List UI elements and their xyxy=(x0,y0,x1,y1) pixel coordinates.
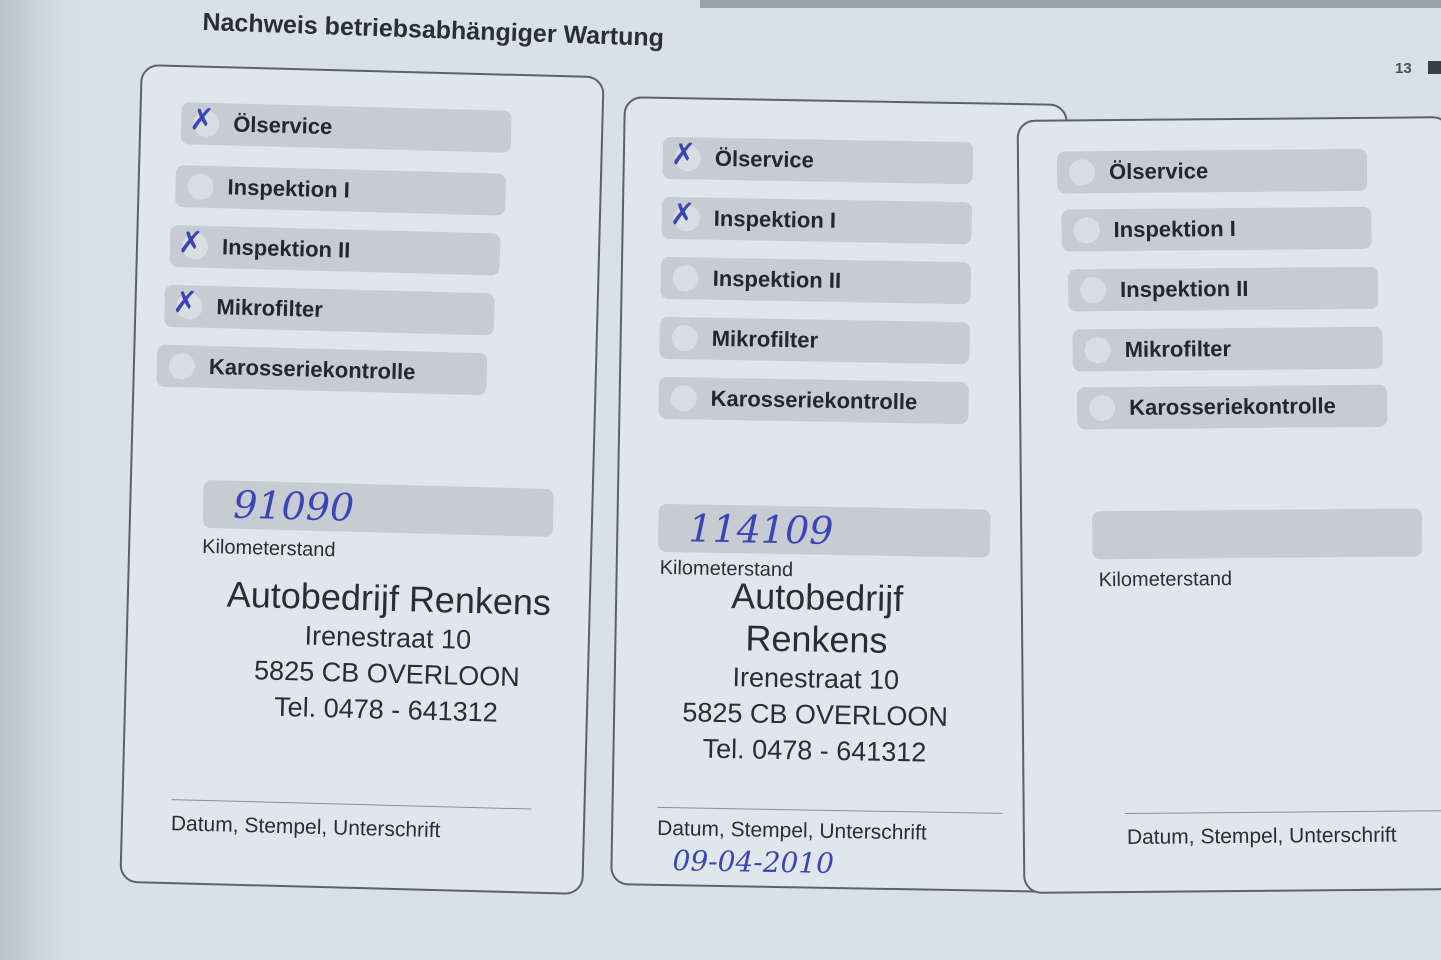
service-date: 09-04-2010 xyxy=(672,844,835,880)
stamp-name: Autobedrijf Renkens xyxy=(226,573,552,623)
dealer-stamp: Autobedrijf Renkens Irenestraat 10 5825 … xyxy=(216,573,560,732)
checklist-label: Karosseriekontrolle xyxy=(1129,393,1336,420)
km-label: Kilometerstand xyxy=(1098,568,1233,592)
checklist-item[interactable]: Inspektion II xyxy=(660,256,972,305)
checklist-item[interactable]: ✗ Mikrofilter xyxy=(163,284,495,336)
page-title: Nachweis betriebsabhängiger Wartung xyxy=(202,8,665,53)
checkbox-circle[interactable]: ✗ xyxy=(189,102,220,138)
checklist-item[interactable]: ✗ Inspektion I xyxy=(661,196,973,245)
checkbox-circle[interactable]: ✗ xyxy=(178,225,209,261)
checklist-item[interactable]: Inspektion I xyxy=(175,165,507,216)
checklist-label: Ölservice xyxy=(232,111,333,140)
checklist-item[interactable]: Inspektion II xyxy=(1067,266,1379,312)
background-edge xyxy=(700,0,1441,8)
checklist-item[interactable]: ✗ Ölservice xyxy=(180,102,512,153)
checklist-label: Inspektion II xyxy=(712,265,842,294)
km-value: 114109 xyxy=(688,506,834,553)
checkbox-circle[interactable] xyxy=(1068,159,1096,186)
checkbox-circle[interactable] xyxy=(1084,337,1111,364)
checklist-item[interactable]: Karosseriekontrolle xyxy=(1076,384,1388,430)
signature-label: Datum, Stempel, Unterschrift xyxy=(656,816,927,845)
service-card-1: ✗ Ölservice Inspektion I ✗ Inspektion II ✗ Mik… xyxy=(119,64,605,895)
page-marker xyxy=(1428,61,1441,74)
checkbox-circle[interactable]: ✗ xyxy=(670,197,701,232)
checklist-item[interactable]: Karosseriekontrolle xyxy=(156,344,488,396)
checkbox-circle[interactable] xyxy=(670,385,697,412)
checklist-label: Mikrofilter xyxy=(1124,336,1232,362)
km-value: 91090 xyxy=(232,482,355,530)
checkbox-circle[interactable] xyxy=(187,173,214,201)
service-card-3: Ölservice Inspektion I Inspektion II Mikrof… xyxy=(1016,116,1441,894)
page-number: 13 xyxy=(1395,60,1412,77)
checklist-item[interactable]: Karosseriekontrolle xyxy=(658,376,969,425)
service-card-2: ✗ Ölservice ✗ Inspektion I Inspektion II Mikr… xyxy=(610,96,1068,893)
checkbox-circle[interactable] xyxy=(1073,217,1100,244)
checklist-label: Inspektion I xyxy=(227,174,351,203)
checkbox-circle[interactable] xyxy=(672,265,699,292)
signature-line xyxy=(657,806,1003,814)
checklist-item[interactable]: Ölservice xyxy=(1056,148,1368,194)
checklist-label: Ölservice xyxy=(714,145,815,173)
checklist-label: Ölservice xyxy=(1108,158,1209,185)
checklist-item[interactable]: Mikrofilter xyxy=(1072,326,1383,372)
signature-line xyxy=(171,799,532,810)
handwritten-check-icon: ✗ xyxy=(188,102,215,139)
checkbox-circle[interactable]: ✗ xyxy=(671,137,702,172)
checklist-label: Mikrofilter xyxy=(711,325,819,353)
handwritten-check-icon: ✗ xyxy=(670,137,697,173)
checkbox-circle[interactable] xyxy=(168,352,196,380)
handwritten-check-icon: ✗ xyxy=(177,225,204,261)
signature-label: Datum, Stempel, Unterschrift xyxy=(1126,823,1397,849)
checklist-label: Inspektion I xyxy=(713,205,837,233)
checklist-label: Karosseriekontrolle xyxy=(208,353,416,385)
checklist-item[interactable]: Inspektion I xyxy=(1061,206,1372,252)
checklist-label: Inspektion II xyxy=(1120,275,1249,303)
checklist-item[interactable]: Mikrofilter xyxy=(659,316,971,365)
km-field xyxy=(1092,508,1423,560)
signature-line xyxy=(1124,810,1441,814)
checkbox-circle[interactable] xyxy=(1089,395,1116,422)
checkbox-circle[interactable] xyxy=(1080,277,1107,304)
signature-label: Datum, Stempel, Unterschrift xyxy=(170,812,441,843)
stamp-phone: Tel. 0478 - 641312 xyxy=(702,733,927,768)
handwritten-check-icon: ✗ xyxy=(172,284,199,321)
checkbox-circle[interactable] xyxy=(671,325,698,352)
stamp-city: 5825 CB OVERLOON xyxy=(682,697,949,732)
checklist-label: Mikrofilter xyxy=(216,294,324,322)
stamp-name: Autobedrijf Renkens xyxy=(730,575,904,661)
checklist-item[interactable]: ✗ Inspektion II xyxy=(169,224,501,276)
km-field: 114109 xyxy=(657,503,991,558)
km-label: Kilometerstand xyxy=(201,535,336,562)
booklet-spine xyxy=(0,0,100,960)
checklist-label: Inspektion II xyxy=(221,234,351,263)
km-field: 91090 xyxy=(202,479,554,538)
dealer-stamp: Autobedrijf Renkens Irenestraat 10 5825 … xyxy=(654,574,977,772)
checklist-item[interactable]: ✗ Ölservice xyxy=(662,136,974,185)
checklist-label: Karosseriekontrolle xyxy=(710,385,918,415)
handwritten-check-icon: ✗ xyxy=(669,197,696,233)
stamp-street: Irenestraat 10 xyxy=(732,662,900,696)
checkbox-circle[interactable]: ✗ xyxy=(172,285,203,321)
checklist-label: Inspektion I xyxy=(1113,216,1236,243)
